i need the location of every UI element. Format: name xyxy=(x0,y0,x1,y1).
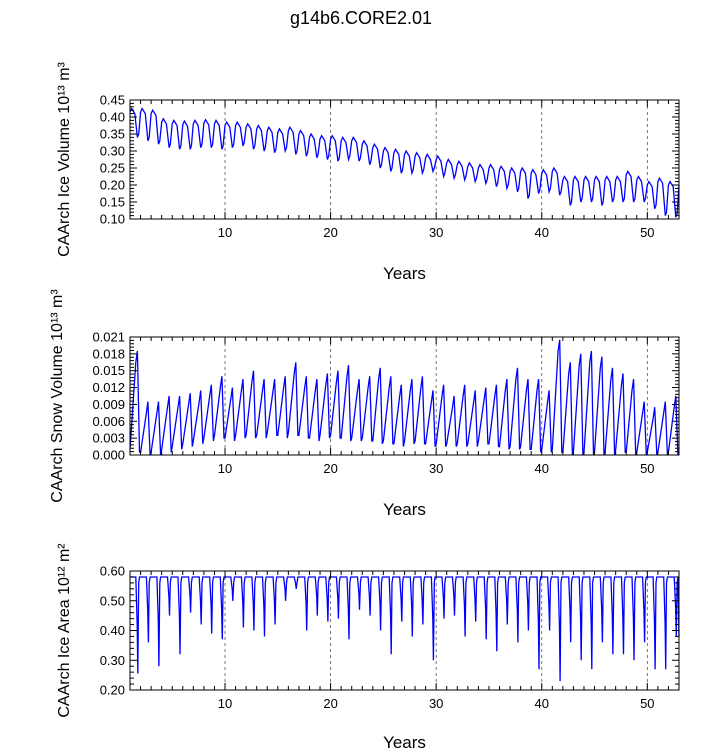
snow-volume-xtick-label-40: 40 xyxy=(535,461,549,476)
ice-area-line xyxy=(130,576,680,682)
snow-volume-line xyxy=(129,339,680,456)
ice-volume-y-label: CAArch Ice Volume 10¹³ m³ xyxy=(56,61,73,256)
snow-volume-x-tick-labels: 10 20 30 40 50 xyxy=(218,461,655,476)
ice-area-y-tick-labels: 0.20 0.30 0.40 0.50 0.60 xyxy=(100,564,125,698)
ice-volume-xtick-label-50: 50 xyxy=(640,225,654,240)
ice-area-xtick-label-50: 50 xyxy=(640,696,654,711)
ice-area-xtick-label-30: 30 xyxy=(429,696,443,711)
ice-area-ytick-label-2: 0.40 xyxy=(100,623,125,638)
ice-volume-ytick-label-3: 0.25 xyxy=(100,161,125,176)
ice-area-ytick-label-1: 0.30 xyxy=(100,653,125,668)
ice-area-ytick-label-0: 0.20 xyxy=(100,683,125,698)
ice-area-x-label: Years xyxy=(383,733,426,751)
ice-area-ytick-label-3: 0.50 xyxy=(100,593,125,608)
ice-area-grid xyxy=(224,571,648,690)
ice-volume-ytick-label-2: 0.20 xyxy=(100,178,125,193)
ice-volume-ytick-label-5: 0.35 xyxy=(100,127,125,142)
snow-volume-y-label: CAArch Snow Volume 10¹³ m³ xyxy=(49,289,66,503)
snow-volume-xtick-label-50: 50 xyxy=(640,461,654,476)
snow-volume-ytick-label-0: 0.000 xyxy=(92,448,125,463)
snow-volume-xtick-label-30: 30 xyxy=(429,461,443,476)
ice-volume-ytick-label-1: 0.15 xyxy=(100,195,125,210)
snow-volume-ytick-label-2: 0.006 xyxy=(92,414,125,429)
ice-area-xtick-label-20: 20 xyxy=(323,696,337,711)
ice-volume-line xyxy=(129,107,680,218)
snow-volume-xtick-label-10: 10 xyxy=(218,461,232,476)
ice-volume-xtick-label-40: 40 xyxy=(535,225,549,240)
ice-volume-xtick-label-20: 20 xyxy=(323,225,337,240)
ice-area-y-label: CAArch Ice Area 10¹² m² xyxy=(56,543,73,718)
panel-ice-area: 10 20 30 40 50 0.20 0.30 0.40 0.50 0.60 Years CA… xyxy=(56,543,680,751)
ice-volume-xtick-label-10: 10 xyxy=(218,225,232,240)
ice-volume-ytick-label-7: 0.45 xyxy=(100,93,125,108)
ice-area-xtick-label-10: 10 xyxy=(218,696,232,711)
snow-volume-ticks xyxy=(129,336,680,456)
snow-volume-ytick-label-1: 0.003 xyxy=(92,431,125,446)
ice-volume-y-tick-labels: 0.10 0.15 0.20 0.25 0.30 0.35 0.40 0.45 xyxy=(100,93,125,227)
ice-area-ticks xyxy=(129,570,680,691)
snow-volume-x-label: Years xyxy=(383,500,426,519)
snow-volume-xtick-label-20: 20 xyxy=(323,461,337,476)
snow-volume-grid xyxy=(224,337,648,455)
ice-volume-grid xyxy=(224,100,648,219)
panel-ice-volume: 10 20 30 40 50 0.100.150.200.250.300.350.400… xyxy=(56,61,680,283)
ice-volume-ticks xyxy=(129,99,680,220)
snow-volume-ytick-label-5: 0.015 xyxy=(92,363,125,378)
ice-volume-x-tick-labels: 10 20 30 40 50 xyxy=(218,225,655,240)
ice-area-ytick-label-4: 0.60 xyxy=(100,564,125,579)
ice-area-x-tick-labels: 10 20 30 40 50 xyxy=(218,696,655,711)
panel-snow-volume: 10 20 30 40 50 0.000 0.003 0.006 0.009 0.012 0.01… xyxy=(49,289,680,519)
ice-volume-ytick-label-0: 0.10 xyxy=(100,212,125,227)
snow-volume-ytick-label-4: 0.012 xyxy=(92,380,125,395)
ice-volume-x-label: Years xyxy=(383,264,426,283)
ice-volume-xtick-label-30: 30 xyxy=(429,225,443,240)
figure-title: g14b6.CORE2.01 xyxy=(290,8,432,28)
snow-volume-ytick-label-3: 0.009 xyxy=(92,397,125,412)
snow-volume-ytick-label-7: 0.021 xyxy=(92,330,125,345)
ice-volume-ytick-label-6: 0.40 xyxy=(100,110,125,125)
ice-area-xtick-label-40: 40 xyxy=(535,696,549,711)
snow-volume-ytick-label-6: 0.018 xyxy=(92,346,125,361)
ice-volume-ytick-label-4: 0.30 xyxy=(100,144,125,159)
